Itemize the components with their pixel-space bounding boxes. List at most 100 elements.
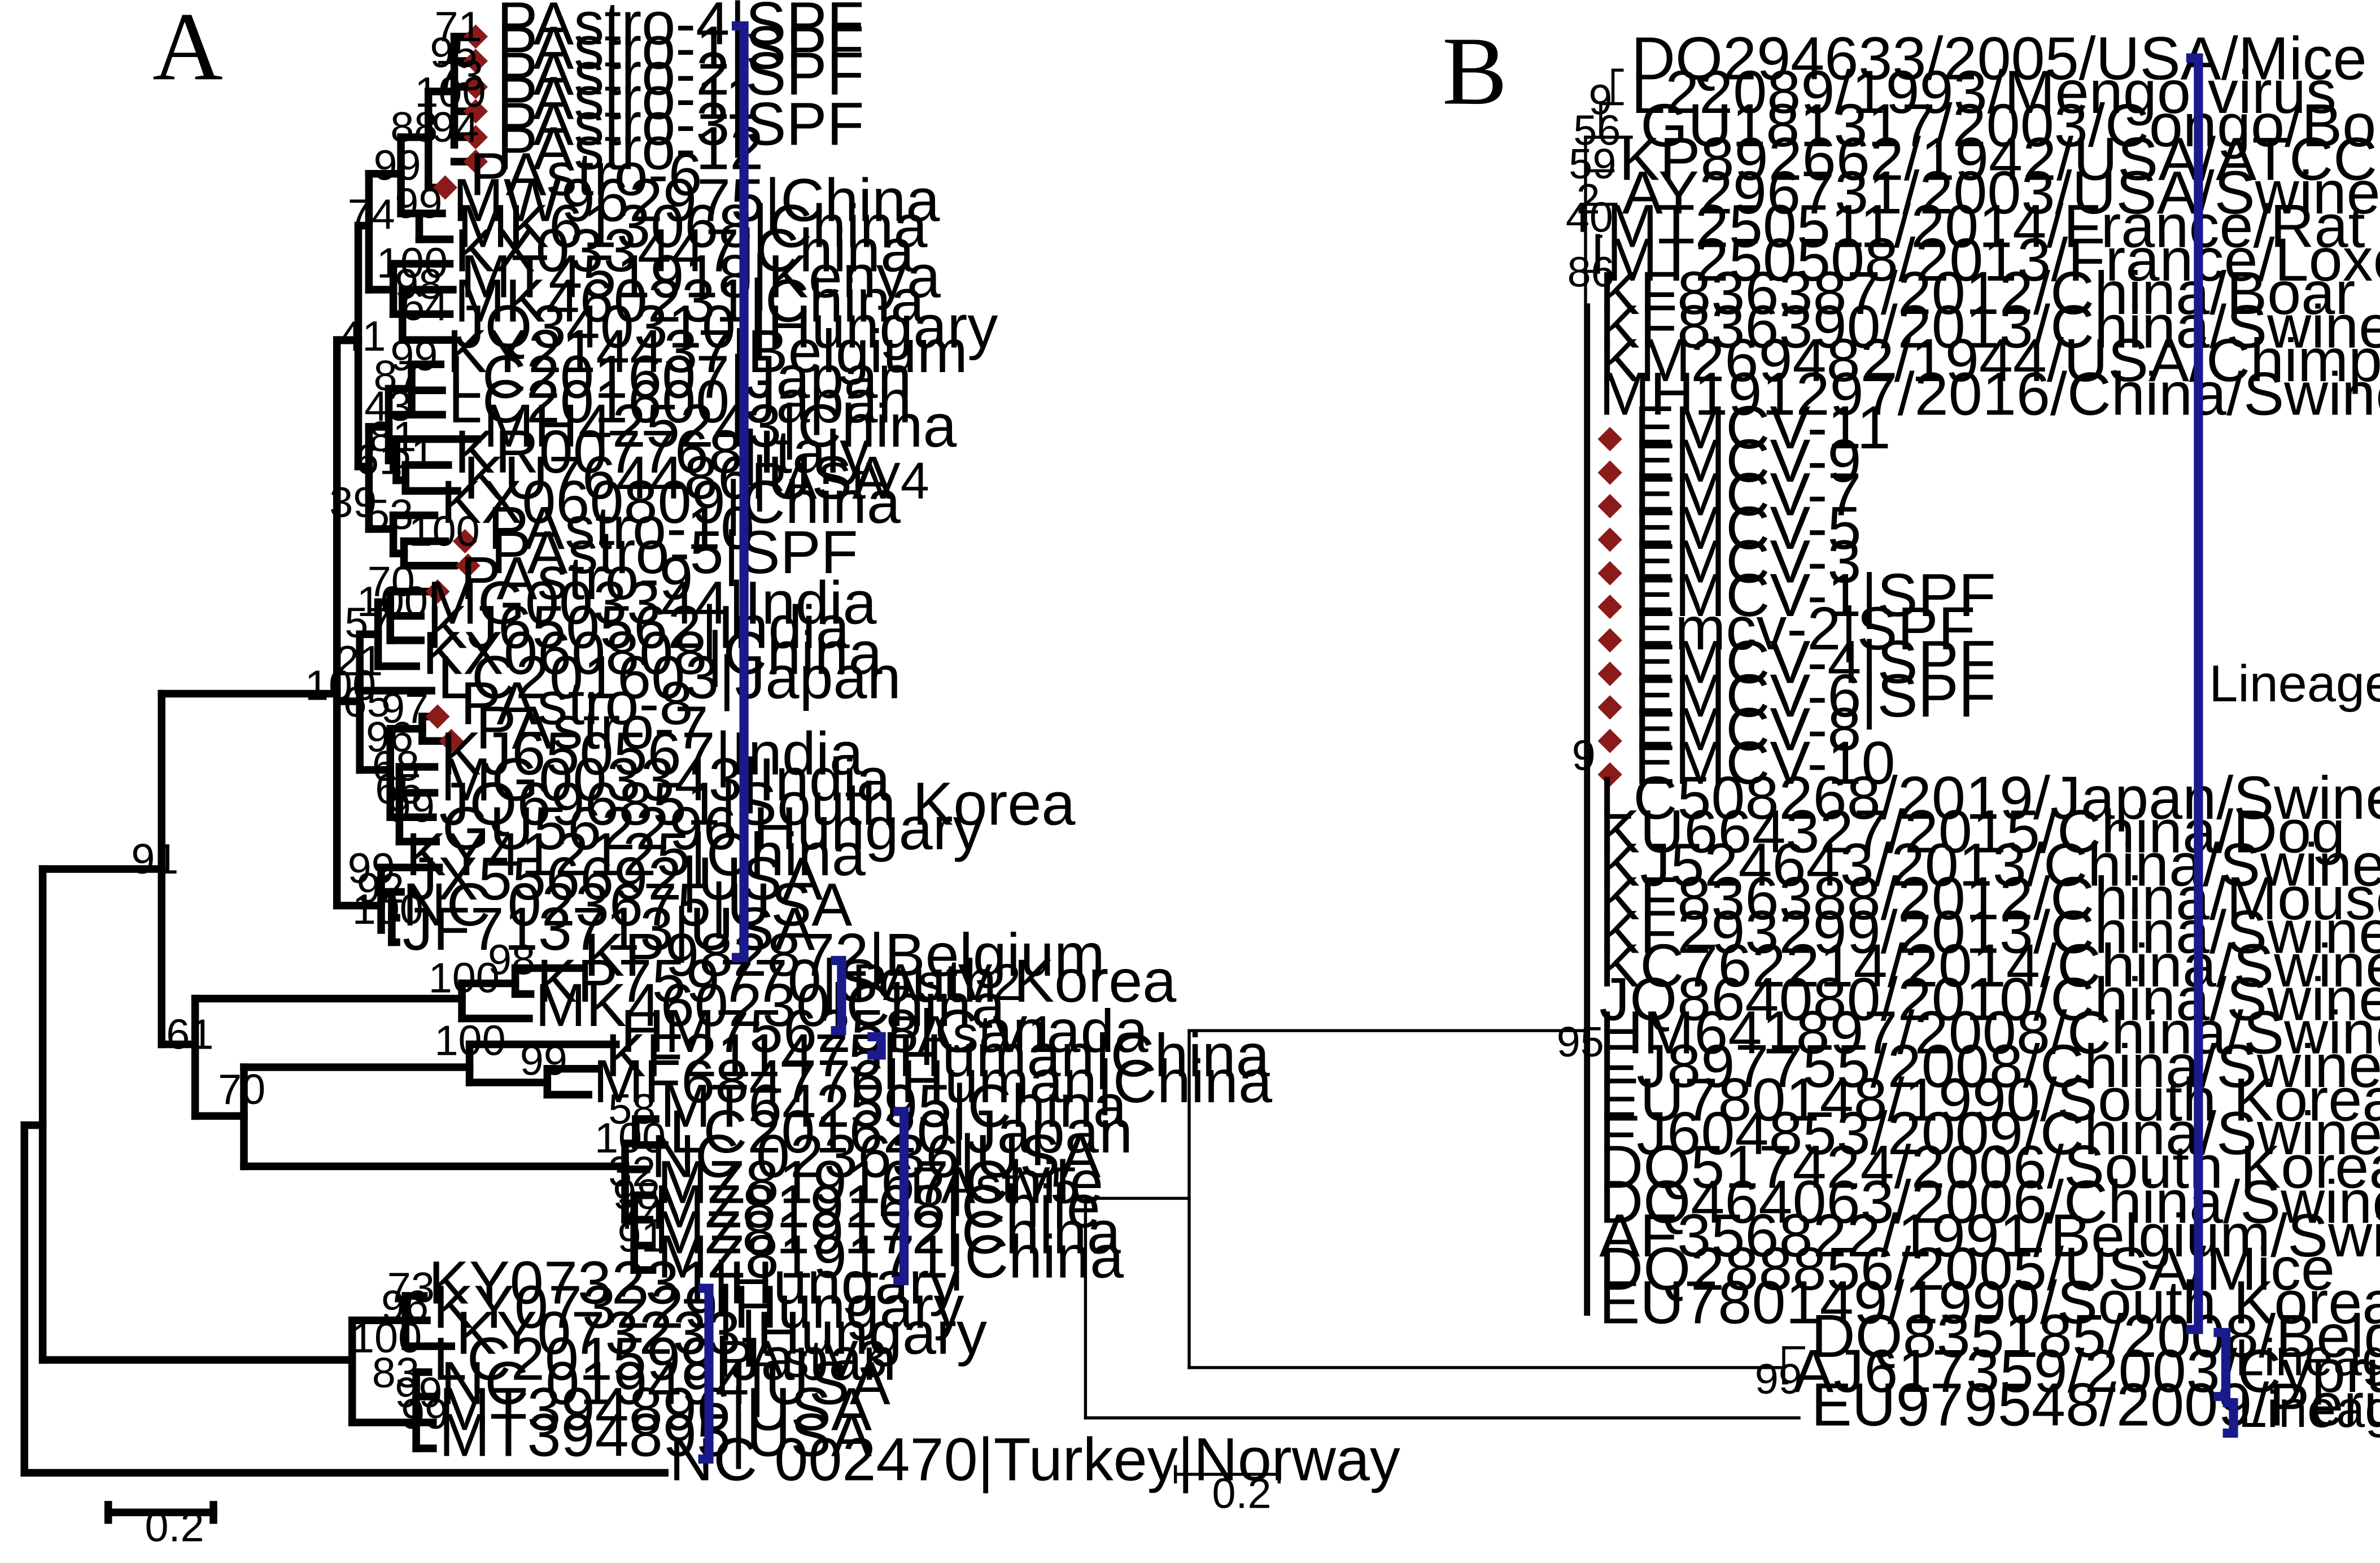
leaf-label: EMCV-3: [1634, 527, 1861, 595]
bootstrap-value: 98: [488, 936, 535, 984]
leaf-label: NC 023636|USA: [651, 1121, 1101, 1190]
panel-a-label: A: [152, 0, 223, 101]
panel-b-clades: Lineage A Lineage B Lineage C: [2186, 53, 2380, 1438]
leaf-label: DQ464063/2006/China/Swine: [1599, 1167, 2380, 1235]
bootstrap-value: 39: [329, 479, 377, 526]
diamond-marker: [463, 149, 488, 174]
clade-bracket: [698, 1283, 714, 1464]
leaf-label: KU764486|USA: [464, 443, 893, 512]
leaf-label: GU181317/2003/Congo/Bonobo: [1640, 91, 2380, 159]
bootstrap-value: 61: [355, 436, 403, 484]
leaf-label: MT250508/2013/France/Loxodonta africana: [1607, 225, 2380, 294]
bootstrap-value: 21: [335, 638, 383, 685]
bootstrap-value: 43: [364, 383, 412, 430]
panel-b-label: B: [1442, 18, 1507, 125]
leaf-label: KF836390/2013/China/Swine: [1599, 292, 2380, 361]
leaf-label: LC201603|Japan: [438, 643, 901, 711]
bootstrap-value: 99: [1755, 1356, 1802, 1403]
leaf-label: MT642595|China: [660, 1071, 1127, 1139]
panel-a-markers: [425, 24, 488, 753]
leaf-label: MZ819172|China: [654, 1198, 1121, 1266]
bootstrap-value: 81: [369, 413, 416, 461]
bootstrap-value: 61: [166, 1011, 213, 1059]
leaf-label: JQ696851|South Korea: [439, 770, 1076, 838]
leaf-label: AF356822/1991/Belgium/Swine: [1599, 1201, 2380, 1269]
leaf-label: KJ650567|India: [440, 719, 864, 788]
bootstrap-value: 68: [372, 743, 420, 790]
leaf-label: PAstro-12: [497, 114, 763, 182]
bootstrap-value: 91: [131, 836, 178, 883]
clade-label: PAstV5: [910, 1156, 1079, 1214]
bootstrap-value: 99: [395, 180, 442, 228]
diamond-marker: [1597, 728, 1622, 753]
diamond-marker: [463, 75, 488, 99]
leaf-label: EMCV-4|SPF: [1634, 628, 1995, 696]
leaf-label: KJ650562|India: [427, 593, 850, 661]
bootstrap-value: 97: [381, 685, 429, 732]
bootstrap-value: 64: [401, 282, 448, 330]
leaf-label: FJ897755/2008/China/Swine: [1599, 1032, 2380, 1100]
bootstrap-value: 99: [387, 784, 435, 831]
bootstrap-value: 70: [368, 558, 415, 606]
bootstrap-value: 100: [595, 1115, 666, 1162]
diamond-marker: [1597, 695, 1622, 720]
bootstrap-value: 74: [348, 191, 395, 238]
clade-label: Lineage B: [2235, 1329, 2380, 1386]
bootstrap-value: 100: [409, 508, 480, 556]
leaf-label: MT394896|USA: [439, 1375, 872, 1443]
scale-bar-label: 0.2: [1212, 1470, 1272, 1517]
leaf-label: JQ864080/2010/China/Swine: [1599, 964, 2380, 1033]
leaf-label: PAstro-3|SPF: [497, 90, 864, 158]
bootstrap-value: 95: [1557, 1019, 1604, 1066]
diamond-marker: [1597, 661, 1622, 686]
panel-b-leaves: DQ294633/2005/USA/Mice L22089/1993/Mengo…: [1599, 24, 2380, 1438]
bootstrap-value: 73: [387, 1264, 435, 1312]
leaf-label: PAstro-5|SPF: [491, 518, 858, 586]
leaf-label: LC201599|Japan: [433, 1325, 897, 1393]
leaf-label: KX060809|China: [440, 468, 901, 536]
leaf-label: PAstro-1|SPF: [497, 14, 864, 82]
leaf-label: MH191297/2016/China/Swine: [1599, 359, 2380, 427]
leaf-label: PAstro-6: [470, 140, 702, 208]
bootstrap-value: 100: [305, 662, 376, 709]
clade-label: PAstV1: [887, 1006, 1056, 1063]
clade-bracket: [2213, 1328, 2231, 1402]
bootstrap-value: 9: [1588, 77, 1612, 124]
bootstrap-value: 87: [374, 352, 421, 400]
diamond-marker: [1597, 527, 1622, 552]
diamond-marker: [1597, 561, 1622, 586]
bootstrap-value: 86: [1567, 249, 1615, 296]
leaf-label: NC 002470|Turkey|Norway: [669, 1425, 1400, 1494]
bootstrap-value: 65: [375, 766, 422, 813]
bootstrap-value: 99: [520, 1037, 567, 1085]
panel-b-markers: [1597, 427, 1622, 787]
bootstrap-value: 88: [390, 104, 438, 151]
bootstrap-value: 91: [618, 1214, 665, 1261]
leaf-label: FJ604853/2009/China/Swine: [1599, 1099, 2380, 1167]
diamond-marker: [452, 529, 478, 554]
panel-b-bootstraps: 9 56 59 2 40 86 9 95 99: [1557, 77, 1802, 1403]
leaf-label: EMCV-6|SPF: [1634, 661, 1995, 730]
leaf-label: EMCV-7: [1634, 460, 1861, 529]
panel-a-bootstraps: 71 95 73 100 88 94 99 99 74 100 98 64 41…: [131, 3, 666, 1438]
leaf-label: MZ819168|Chile: [654, 1172, 1101, 1241]
diamond-marker: [463, 24, 488, 49]
leaf-label: PAstro-10: [488, 494, 754, 562]
clade-label: PAStV4: [752, 452, 929, 510]
bootstrap-value: 74: [618, 1191, 665, 1238]
bootstrap-value: 100: [429, 955, 500, 1002]
leaf-label: KU664327/2015/China/Dog: [1599, 797, 2345, 865]
leaf-label: PAstro-2|SPF: [497, 39, 864, 107]
bootstrap-value: 57: [344, 600, 392, 647]
bootstrap-value: 58: [608, 1086, 656, 1133]
clade-label: PAstV3: [718, 1330, 887, 1388]
diamond-marker: [463, 99, 488, 124]
bootstrap-value: 98: [613, 1171, 660, 1219]
leaf-label: MG003343|India: [440, 745, 891, 814]
bootstrap-value: 71: [435, 3, 482, 51]
clade-bracket: [893, 1107, 909, 1286]
leaf-label: PAstro-8: [460, 669, 693, 737]
leaf-label: KY073231|Hungary: [429, 1248, 960, 1317]
bootstrap-value: 56: [1573, 107, 1621, 154]
leaf-label: KX033447|China: [455, 216, 915, 285]
